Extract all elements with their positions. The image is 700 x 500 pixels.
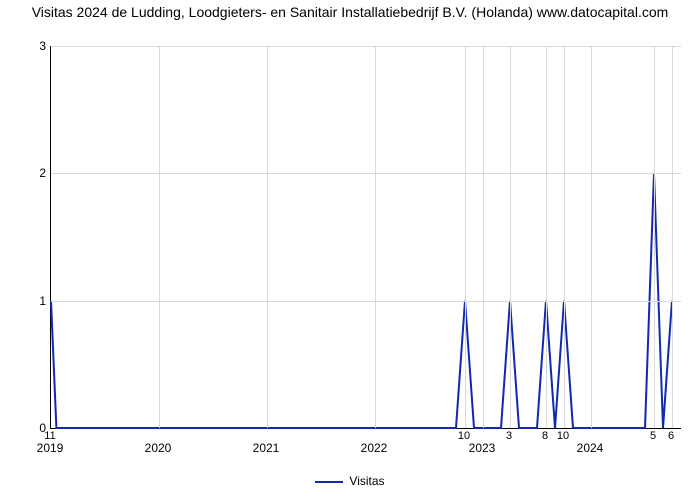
gridline-h [51,46,681,47]
x-tick-month-label: 6 [668,430,674,442]
x-tick-month-label: 5 [650,430,656,442]
gridline-v [672,46,673,428]
gridline-v [465,46,466,428]
y-tick-label: 2 [39,166,46,180]
gridline-v [546,46,547,428]
plot-area [50,46,681,429]
gridline-v [159,46,160,428]
y-tick-label: 1 [39,294,46,308]
x-tick-month-label: 10 [458,430,470,442]
gridline-h [51,301,681,302]
gridline-v [564,46,565,428]
x-tick-month-label: 10 [557,430,569,442]
x-tick-year-label: 2020 [138,430,178,455]
x-tick-year-label: 2024 [570,430,610,455]
y-tick-label: 3 [39,39,46,53]
legend: Visitas [0,474,700,488]
x-tick-year-label: 112019 [30,430,70,455]
gridline-v [375,46,376,428]
legend-label: Visitas [349,474,384,488]
legend-swatch [315,481,343,483]
chart-container: { "chart": { "type": "line", "title": "V… [0,0,700,500]
gridline-v [510,46,511,428]
gridline-h [51,173,681,174]
gridline-v [654,46,655,428]
gridline-v [591,46,592,428]
x-tick-year-label: 2021 [246,430,286,455]
gridline-v [267,46,268,428]
x-tick-month-label: 8 [542,430,548,442]
data-line [51,46,681,428]
x-tick-year-label: 2022 [354,430,394,455]
chart-title: Visitas 2024 de Ludding, Loodgieters- en… [0,4,700,22]
x-tick-month-label: 3 [506,430,512,442]
gridline-v [483,46,484,428]
